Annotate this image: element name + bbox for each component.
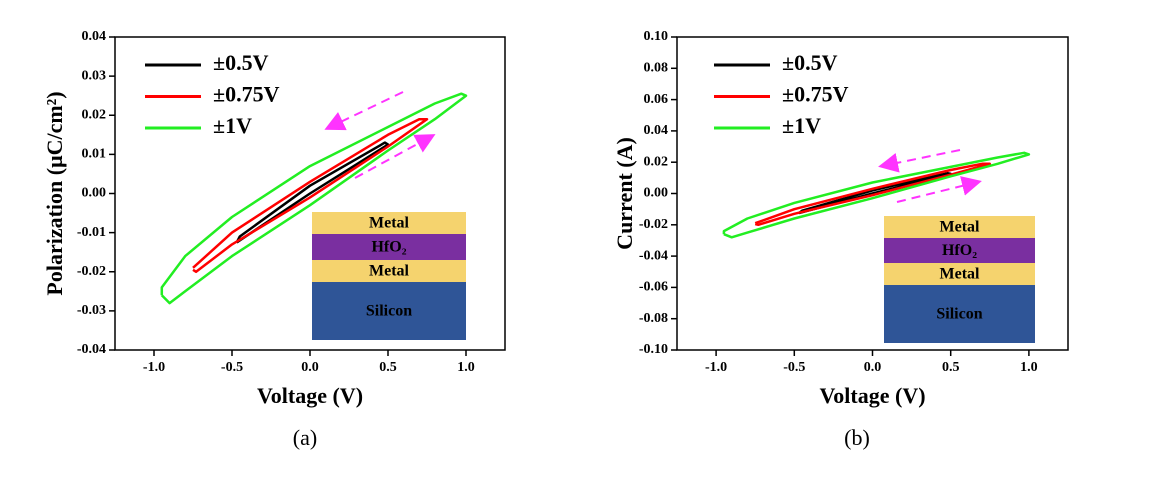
- y-tick-label: -0.06: [639, 280, 668, 295]
- x-tick-label: 1.0: [457, 360, 475, 375]
- inset-label: Metal: [369, 263, 410, 280]
- y-tick-label: 0.04: [82, 29, 107, 44]
- legend-label: ±0.75V: [213, 82, 280, 107]
- inset-layer: [884, 216, 1035, 238]
- y-tick-label: 0.06: [644, 92, 669, 107]
- data-line: [192, 117, 429, 274]
- legend-label: ±1V: [213, 113, 252, 138]
- legend-label: ±1V: [782, 113, 821, 138]
- y-tick-label: 0.10: [644, 29, 669, 44]
- y-tick-label: -0.08: [639, 311, 668, 326]
- caption: (b): [844, 425, 870, 450]
- y-tick-label: 0.03: [82, 68, 107, 83]
- inset-layer: [884, 238, 1035, 263]
- y-tick-label: -0.03: [77, 303, 106, 318]
- inset-layer: [884, 263, 1035, 285]
- x-tick-label: -1.0: [143, 360, 165, 375]
- arrows: [324, 91, 982, 203]
- inset-label: Metal: [369, 215, 410, 232]
- data-line: [160, 92, 468, 305]
- data-line: [754, 162, 992, 227]
- x-axis-label: Voltage (V): [819, 383, 925, 408]
- inset-label: HfO₂: [371, 239, 406, 256]
- y-tick-label: -0.04: [639, 248, 668, 263]
- y-tick-label: -0.10: [639, 342, 668, 357]
- inset-layer: [884, 285, 1035, 343]
- y-tick-label: 0.02: [644, 154, 669, 169]
- x-tick-label: 1.0: [1020, 360, 1038, 375]
- y-tick-label: 0.08: [644, 61, 669, 76]
- legend-label: ±0.75V: [782, 82, 849, 107]
- x-tick-label: -1.0: [705, 360, 727, 375]
- inset-label: Silicon: [936, 306, 982, 323]
- caption: (a): [293, 425, 317, 450]
- inset-layer: [312, 212, 466, 234]
- x-tick-label: 0.0: [301, 360, 319, 375]
- inset-layer: [312, 260, 466, 282]
- y-tick-label: -0.02: [77, 264, 106, 279]
- arrow: [324, 91, 404, 131]
- y-tick-label: -0.04: [77, 342, 106, 357]
- y-axis-label: Polarization (μC/cm²): [42, 91, 67, 295]
- data-line: [235, 141, 390, 244]
- data-line: [722, 151, 1031, 239]
- y-tick-label: -0.01: [77, 225, 106, 240]
- inset-label: HfO₂: [942, 242, 977, 259]
- y-tick-label: -0.02: [639, 217, 668, 232]
- inset-label: Metal: [940, 266, 981, 283]
- inset-label: Metal: [940, 219, 981, 236]
- arrow: [878, 149, 961, 173]
- legend-label: ±0.5V: [782, 50, 838, 75]
- inset-layer: [312, 282, 466, 340]
- y-tick-label: 0.00: [644, 186, 669, 201]
- y-tick-label: 0.02: [82, 107, 107, 122]
- y-axis-label: Current (A): [612, 137, 637, 250]
- x-tick-label: 0.0: [864, 360, 882, 375]
- x-tick-label: -0.5: [221, 360, 243, 375]
- legend-label: ±0.5V: [213, 50, 269, 75]
- x-tick-label: 0.5: [379, 360, 397, 375]
- x-tick-label: 0.5: [942, 360, 960, 375]
- x-tick-label: -0.5: [783, 360, 805, 375]
- inset-layer: [312, 234, 466, 260]
- inset-label: Silicon: [366, 303, 412, 320]
- x-axis-label: Voltage (V): [257, 383, 363, 408]
- y-tick-label: 0.04: [644, 123, 669, 138]
- y-tick-label: 0.00: [82, 186, 107, 201]
- y-tick-label: 0.01: [82, 147, 107, 162]
